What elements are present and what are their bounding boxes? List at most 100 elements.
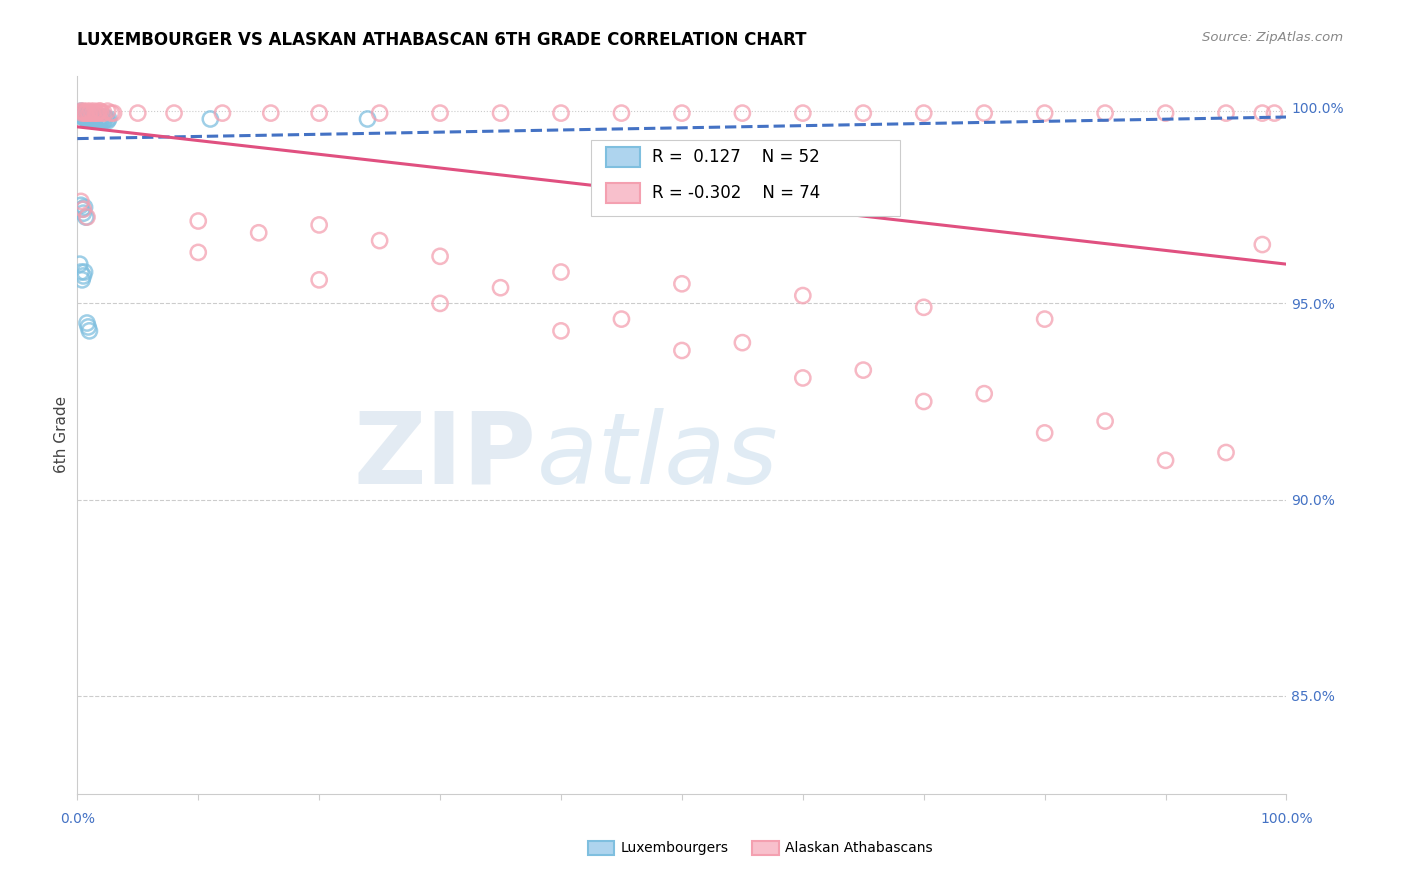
Point — [73, 106, 96, 120]
Point — [103, 106, 125, 120]
Point — [89, 114, 111, 128]
Point — [93, 114, 115, 128]
Text: 100.0%: 100.0% — [1260, 812, 1313, 826]
Point — [852, 106, 875, 120]
Point — [93, 106, 115, 120]
Point — [70, 265, 93, 279]
Point — [82, 108, 104, 122]
Point — [610, 312, 633, 326]
Text: R = -0.302    N = 74: R = -0.302 N = 74 — [652, 184, 820, 202]
Point — [76, 110, 98, 124]
Point — [200, 112, 222, 126]
Point — [72, 108, 94, 122]
Point — [70, 202, 93, 217]
Point — [211, 106, 233, 120]
Point — [82, 112, 104, 126]
Point — [852, 363, 875, 377]
Point — [79, 106, 101, 120]
Point — [70, 104, 93, 119]
Point — [163, 106, 186, 120]
Point — [84, 112, 107, 126]
Point — [308, 106, 330, 120]
Point — [76, 316, 98, 330]
Point — [1033, 312, 1056, 326]
Point — [77, 108, 100, 122]
Point — [70, 198, 93, 212]
Point — [70, 110, 93, 124]
Point — [368, 106, 391, 120]
Point — [79, 324, 101, 338]
Point — [82, 106, 104, 120]
Point — [70, 273, 93, 287]
Point — [89, 104, 111, 119]
Point — [550, 106, 572, 120]
Point — [792, 371, 814, 385]
Point — [70, 194, 93, 209]
FancyBboxPatch shape — [606, 183, 640, 202]
Point — [69, 257, 91, 271]
Point — [75, 108, 97, 122]
Point — [73, 265, 96, 279]
Point — [73, 200, 96, 214]
Point — [308, 218, 330, 232]
Point — [96, 114, 118, 128]
Point — [731, 335, 754, 350]
Point — [79, 106, 101, 120]
Point — [94, 110, 117, 124]
Point — [1033, 106, 1056, 120]
Point — [912, 394, 935, 409]
Point — [76, 104, 98, 119]
Text: Source: ZipAtlas.com: Source: ZipAtlas.com — [1202, 31, 1343, 45]
Point — [76, 106, 98, 120]
Point — [671, 277, 693, 291]
Point — [86, 110, 108, 124]
Point — [80, 110, 103, 124]
Point — [550, 324, 572, 338]
Point — [70, 104, 93, 119]
Point — [1251, 106, 1274, 120]
Point — [70, 106, 93, 120]
Point — [90, 110, 112, 124]
Point — [489, 106, 512, 120]
Text: R =  0.127    N = 52: R = 0.127 N = 52 — [652, 148, 820, 166]
Point — [79, 110, 101, 124]
Text: atlas: atlas — [537, 408, 779, 505]
Text: ZIP: ZIP — [354, 408, 537, 505]
Point — [1251, 237, 1274, 252]
Point — [96, 104, 118, 119]
Point — [187, 214, 209, 228]
Text: LUXEMBOURGER VS ALASKAN ATHABASCAN 6TH GRADE CORRELATION CHART: LUXEMBOURGER VS ALASKAN ATHABASCAN 6TH G… — [77, 31, 807, 49]
Point — [75, 112, 97, 126]
Point — [72, 110, 94, 124]
Point — [429, 249, 451, 263]
Point — [127, 106, 149, 120]
Point — [72, 268, 94, 283]
Point — [79, 104, 101, 119]
Point — [83, 114, 105, 128]
Point — [973, 386, 995, 401]
Point — [77, 106, 100, 120]
Point — [1033, 425, 1056, 440]
Point — [1215, 445, 1237, 459]
Point — [429, 106, 451, 120]
FancyBboxPatch shape — [592, 140, 900, 216]
Point — [70, 108, 93, 122]
Point — [79, 108, 101, 122]
Point — [1215, 106, 1237, 120]
Point — [75, 106, 97, 120]
Point — [87, 114, 110, 128]
Text: Alaskan Athabascans: Alaskan Athabascans — [785, 841, 932, 855]
FancyBboxPatch shape — [752, 840, 779, 855]
Point — [73, 106, 96, 120]
Point — [79, 112, 101, 126]
Point — [70, 106, 93, 120]
Point — [72, 206, 94, 220]
Point — [260, 106, 283, 120]
Point — [368, 234, 391, 248]
Point — [550, 265, 572, 279]
Point — [1094, 106, 1116, 120]
FancyBboxPatch shape — [588, 840, 614, 855]
Point — [87, 106, 110, 120]
Point — [77, 320, 100, 334]
Point — [973, 106, 995, 120]
